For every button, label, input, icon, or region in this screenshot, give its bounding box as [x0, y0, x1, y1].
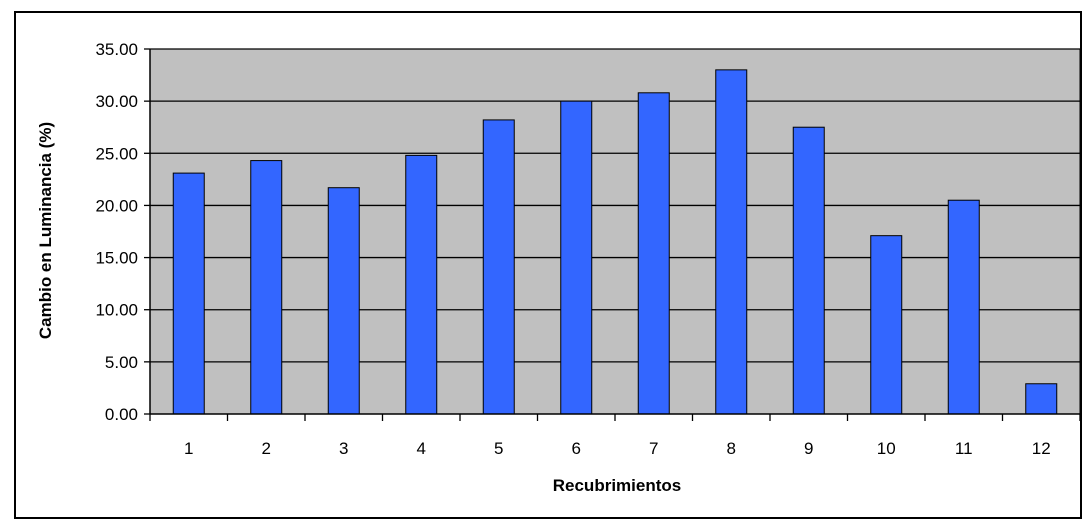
bar-6: [560, 100, 593, 415]
x-tick-label: 9: [804, 439, 813, 458]
gridlines: [150, 48, 1080, 363]
y-tick-label: 10.00: [95, 301, 138, 320]
x-tick-label: 4: [417, 439, 426, 458]
y-tick-label: 35.00: [95, 40, 138, 59]
bar-11: [947, 199, 980, 415]
y-tick-label: 5.00: [105, 353, 138, 372]
bar-9: [792, 126, 825, 415]
y-tick-label: 25.00: [95, 144, 138, 163]
y-tick-label: 20.00: [95, 196, 138, 215]
x-tick-label: 11: [955, 439, 973, 458]
axes: [144, 48, 1081, 421]
x-tick-label: 1: [184, 439, 193, 458]
bar-7: [637, 92, 670, 415]
x-tick-labels: 1 2 3 4 5 6 7 8 9 10 11 12: [184, 439, 1051, 458]
x-tick-label: 5: [494, 439, 503, 458]
x-tick-label: 12: [1032, 439, 1051, 458]
x-tick-label: 10: [877, 439, 896, 458]
bar-5: [482, 119, 515, 415]
y-tick-label: 0.00: [105, 405, 138, 424]
plot-background: [150, 49, 1080, 414]
x-tick-label: 6: [572, 439, 581, 458]
bar-4: [405, 154, 438, 415]
x-tick-label: 3: [339, 439, 348, 458]
x-tick-label: 8: [727, 439, 736, 458]
bar-2: [250, 160, 283, 415]
bars: [172, 69, 1058, 415]
x-axis-title: Recubrimientos: [553, 476, 681, 495]
y-tick-label: 30.00: [95, 92, 138, 111]
y-tick-label: 15.00: [95, 249, 138, 268]
y-tick-labels: 0.00 5.00 10.00 15.00 20.00 25.00 30.00 35.00: [95, 40, 138, 424]
y-axis-title: Cambio en Luminancia (%): [36, 122, 55, 339]
bar-10: [870, 235, 903, 415]
bar-8: [715, 69, 748, 415]
bar-1: [172, 172, 205, 415]
bar-3: [327, 187, 360, 415]
x-tick-label: 7: [649, 439, 658, 458]
x-tick-label: 2: [262, 439, 271, 458]
plot-area: 0.00 5.00 10.00 15.00 20.00 25.00 30.00 35.00 1…: [95, 40, 1081, 458]
bar-12: [1025, 383, 1058, 415]
